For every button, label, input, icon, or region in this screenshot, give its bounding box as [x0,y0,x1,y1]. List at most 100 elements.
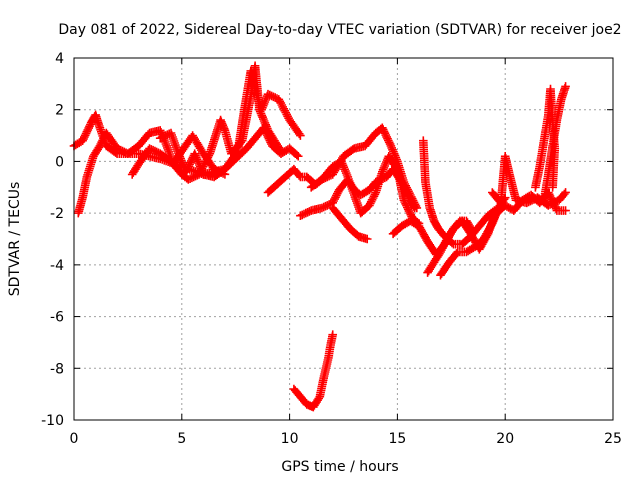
data-point-run [475,212,491,231]
data-point-run [509,197,526,215]
data-point-run [436,236,451,257]
data-point-run [399,195,416,221]
data-point-run [166,157,185,177]
plot-frame [73,57,614,421]
data-point-run [479,220,496,244]
y-tick-label: -2 [50,206,64,222]
data-point-run [285,115,304,139]
data-point-run [414,221,431,245]
data-point [293,151,303,161]
data-point-run [505,170,520,203]
data-point-run [406,216,422,230]
y-tick-label: 0 [55,154,64,170]
data-point-run [242,132,261,153]
data-point-run [337,214,353,232]
data-point-run [259,123,276,149]
data-point-run [309,394,323,412]
x-tick-label: 10 [281,431,299,447]
data-point-run [531,164,544,192]
data-point-run [371,169,386,197]
data-point-run [419,136,430,185]
series-track-9 [419,136,499,249]
x-tick-label: 5 [177,431,186,447]
data-point-run [470,236,487,252]
data-point-run [289,384,304,400]
data-point-run [429,249,444,267]
data-point-run [145,144,163,158]
chart-title: Day 081 of 2022, Sidereal Day-to-day VTE… [58,22,621,38]
data-point-run [434,224,448,240]
data-point-run [552,97,566,125]
data-point-run [227,138,246,158]
data-point-run [444,249,461,267]
data-point-run [339,145,357,161]
data-point [468,226,478,236]
series-track-17 [289,330,338,412]
data-point-run [462,243,478,257]
data-point [561,188,570,197]
data-point [561,82,570,91]
series-track-12 [436,203,504,280]
y-tick-label: 2 [55,103,64,119]
data-point-run [134,130,153,151]
series-track-16 [539,82,570,205]
data-point-run [406,195,419,211]
data-point-run [535,138,548,171]
x-tick-label: 0 [70,431,79,447]
y-tick-label: 4 [55,51,64,67]
data-point-run [356,186,372,200]
x-axis-label: GPS time / hours [281,459,398,475]
data-point-run [429,216,442,232]
data-point-run [554,189,569,205]
data-point-run [345,224,362,240]
data-point-run [296,392,310,408]
data-point-run [190,149,207,177]
data-point-run [263,181,280,197]
data-point-run [317,163,336,184]
data-point-run [263,89,282,103]
data-point-run [231,145,250,164]
data-point-run [220,156,239,174]
data-point-run [250,61,264,112]
data-point [328,330,338,339]
data-point-run [436,259,453,280]
data-point-run [365,190,380,210]
y-tick-label: -4 [50,258,64,274]
data-point-run [102,128,121,152]
data-point-run [378,123,395,149]
y-tick-label: -10 [41,413,64,429]
series-track-11 [423,216,478,277]
data-point-run [78,120,95,145]
data-point-run [356,202,373,218]
data-point [410,203,419,213]
data-point-run [328,187,343,208]
data-point-run [360,130,379,151]
data-point-run [393,164,408,203]
data-point-run [102,141,120,157]
data-point-run [127,161,142,179]
data-point-run [442,226,457,244]
data-point-run [274,95,293,123]
y-tick-label: -6 [50,310,64,326]
data-point-run [423,259,438,277]
data-point-run [155,149,174,165]
data-point-run [82,154,98,182]
data-point-run [384,152,401,172]
data-point-run [272,173,289,189]
data-point-run [289,164,304,180]
x-tick-labels: 0 5 10 15 20 25 [70,431,622,447]
data-point-run [388,223,405,239]
data-point-run [285,144,302,160]
data-point-run [237,94,255,145]
series-track-4 [155,123,303,182]
data-point-run [89,143,104,161]
series-track-8 [328,203,372,244]
x-tick-label: 20 [496,431,514,447]
data-point [362,234,372,244]
data-points [69,61,570,412]
data-point-run [317,199,336,213]
y-tick-labels: -10 -8 -6 -4 -2 0 2 4 [41,51,64,429]
data-point [296,131,305,140]
